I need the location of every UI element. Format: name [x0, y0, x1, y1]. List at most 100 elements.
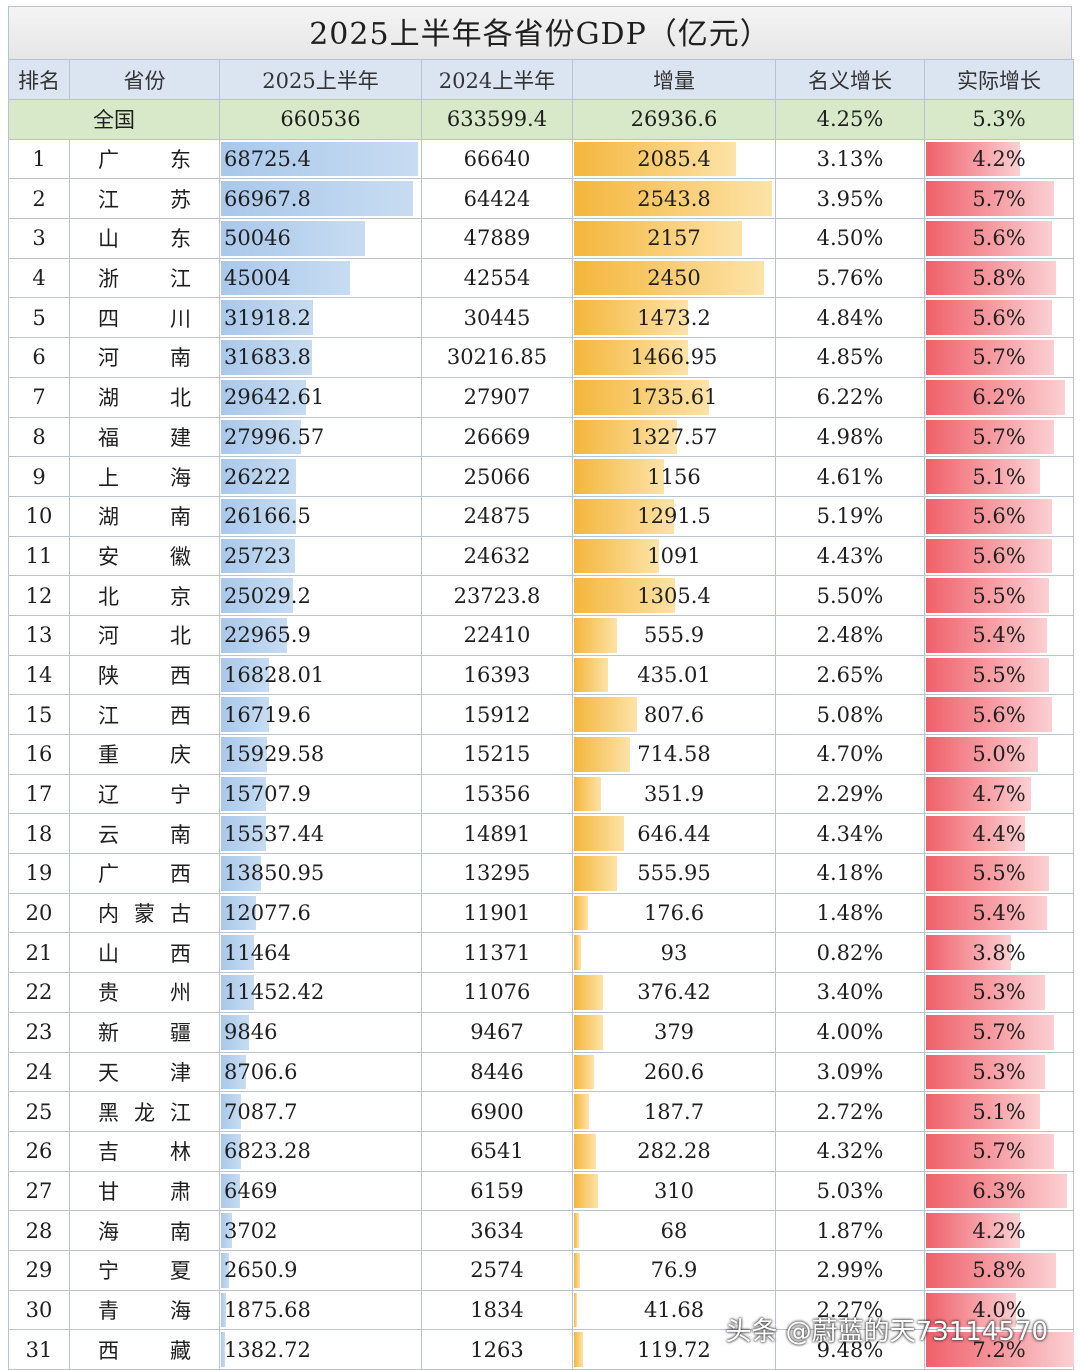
- rank-cell: 3: [8, 218, 70, 259]
- rank-cell: 17: [8, 773, 70, 815]
- province-cell: 河北: [69, 614, 220, 656]
- nominal-growth-value: 3.09%: [816, 1059, 884, 1084]
- nominal-growth-cell: 2.65%: [775, 654, 925, 696]
- gdp-2024-value: 25066: [463, 464, 531, 489]
- increase-value: 176.6: [643, 901, 705, 926]
- rank-cell: 22: [8, 972, 70, 1013]
- real-growth-bar: [926, 260, 1057, 296]
- national-row: 全国 660536 633599.4 26936.6 4.25% 5.3%: [8, 99, 1074, 140]
- nominal-growth-cell: 3.09%: [775, 1051, 925, 1093]
- increase-cell: 351.9: [572, 773, 776, 815]
- real-growth-value: 5.4%: [972, 901, 1026, 926]
- increase-cell: 1466.95: [572, 337, 776, 378]
- increase-value: 68: [660, 1218, 688, 1243]
- gdp-2024-cell: 66640: [421, 138, 573, 180]
- nominal-growth-cell: 1.87%: [775, 1210, 925, 1251]
- gdp-2025-cell: 2650.9: [219, 1249, 422, 1291]
- province-char: 西: [170, 663, 191, 688]
- province-name: 西藏: [70, 1335, 219, 1365]
- gdp-2025-value: 9846: [224, 1020, 278, 1045]
- nominal-growth-value: 5.76%: [816, 266, 884, 291]
- real-growth-cell: 6.2%: [924, 376, 1074, 418]
- gdp-2024-cell: 64424: [421, 178, 573, 220]
- increase-value: 1156: [647, 464, 701, 489]
- real-growth-cell: 5.3%: [924, 1051, 1074, 1093]
- table-row: 14 陕西 16828.01 16393 435.01 2.65% 5.5%: [8, 654, 1074, 696]
- gdp-2025-value: 11452.42: [224, 980, 325, 1005]
- increase-bar: [574, 379, 709, 415]
- province-char: 云: [98, 822, 119, 847]
- increase-bar: [574, 975, 604, 1010]
- gdp-2024-value: 15356: [463, 782, 531, 807]
- province-char: 西: [170, 703, 191, 728]
- rank-value: 27: [25, 1178, 53, 1203]
- province-char: 河: [98, 346, 119, 371]
- nominal-growth-value: 6.22%: [816, 385, 884, 410]
- gdp-2025-bar: [221, 697, 270, 732]
- real-growth-value: 5.6%: [972, 504, 1026, 529]
- real-growth-cell: 4.0%: [924, 1289, 1074, 1331]
- rank-value: 12: [25, 583, 53, 608]
- gdp-2024-value: 24632: [463, 543, 531, 568]
- real-growth-value: 5.7%: [972, 345, 1026, 370]
- real-growth-cell: 4.2%: [924, 138, 1074, 180]
- nominal-growth-value: 4.43%: [816, 543, 884, 568]
- real-growth-value: 5.7%: [972, 1020, 1026, 1045]
- header-province: 省份: [69, 59, 220, 100]
- province-cell: 新疆: [69, 1011, 220, 1053]
- table-row: 17 辽宁 15707.9 15356 351.9 2.29% 4.7%: [8, 773, 1074, 815]
- increase-cell: 555.95: [572, 853, 776, 894]
- nominal-growth-cell: 2.72%: [775, 1091, 925, 1132]
- real-growth-bar: [926, 697, 1052, 732]
- real-growth-value: 4.7%: [972, 782, 1026, 807]
- rank-value: 20: [25, 901, 53, 926]
- province-char: 肃: [170, 1179, 191, 1204]
- gdp-2025-bar: [221, 737, 267, 772]
- increase-cell: 1291.5: [572, 495, 776, 537]
- province-char: 四: [98, 306, 119, 331]
- increase-value: 1473.2: [637, 305, 711, 330]
- nominal-growth-value: 3.40%: [816, 980, 884, 1005]
- national-label: 全国: [8, 99, 220, 140]
- province-name: 北京: [70, 581, 219, 611]
- province-char: 北: [170, 386, 191, 411]
- nominal-growth-cell: 4.34%: [775, 813, 925, 855]
- table-row: 8 福建 27996.57 26669 1327.57 4.98% 5.7%: [8, 416, 1074, 458]
- gdp-2025-value: 25029.2: [224, 583, 311, 608]
- gdp-2025-bar: [221, 300, 313, 336]
- increase-cell: 1091: [572, 535, 776, 577]
- province-name: 浙江: [70, 263, 219, 293]
- rank-cell: 23: [8, 1011, 70, 1053]
- gdp-2025-bar: [221, 221, 365, 256]
- province-cell: 广西: [69, 853, 220, 894]
- gdp-2025-cell: 8706.6: [219, 1051, 422, 1093]
- increase-bar: [574, 419, 678, 455]
- province-name: 新疆: [70, 1017, 219, 1047]
- real-growth-value: 5.7%: [972, 424, 1026, 449]
- gdp-2024-value: 1834: [470, 1297, 524, 1322]
- increase-bar: [574, 1173, 599, 1209]
- gdp-2024-cell: 1834: [421, 1289, 573, 1331]
- real-growth-value: 5.5%: [972, 583, 1026, 608]
- real-growth-bar: [926, 1133, 1054, 1169]
- increase-value: 282.28: [637, 1139, 711, 1164]
- real-growth-value: 6.3%: [972, 1178, 1026, 1203]
- gdp-2025-cell: 45004: [219, 257, 422, 299]
- gdp-2024-cell: 13295: [421, 853, 573, 894]
- province-char: 京: [170, 584, 191, 609]
- rank-value: 25: [25, 1099, 53, 1124]
- province-name: 上海: [70, 462, 219, 492]
- province-char: 浙: [98, 267, 119, 292]
- increase-cell: 1327.57: [572, 416, 776, 458]
- nominal-growth-cell: 4.32%: [775, 1130, 925, 1172]
- province-name: 广东: [70, 144, 219, 174]
- nominal-growth-cell: 6.22%: [775, 376, 925, 418]
- real-growth-cell: 5.6%: [924, 694, 1074, 735]
- nominal-growth-value: 3.95%: [816, 186, 884, 211]
- gdp-2025-value: 25723: [224, 543, 291, 568]
- rank-cell: 25: [8, 1091, 70, 1132]
- header-nominal-growth: 名义增长: [775, 59, 925, 100]
- province-name: 天津: [70, 1057, 219, 1087]
- table-row: 19 广西 13850.95 13295 555.95 4.18% 5.5%: [8, 853, 1074, 894]
- increase-value: 714.58: [637, 742, 711, 767]
